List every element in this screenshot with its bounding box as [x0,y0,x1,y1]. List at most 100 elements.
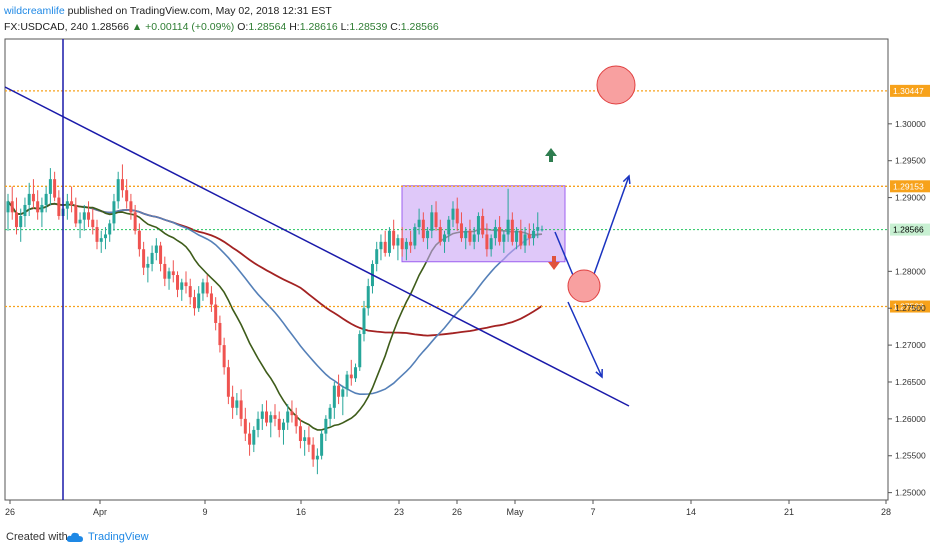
candle-body [481,216,485,235]
candle-body [273,415,277,419]
candle-body [417,219,421,228]
footer: Created with TradingView [0,524,932,550]
low-value: 1.28539 [349,21,388,33]
candle-body [120,179,124,191]
current-price-label: 1.28566 [893,225,924,235]
x-tick-label: May [506,507,524,517]
close-value: 1.28566 [400,21,439,33]
candle-body [532,230,536,239]
tradingview-brand: TradingView [88,531,149,543]
x-tick-label: 23 [394,507,404,517]
level-label-bg [890,300,930,313]
y-tick-label: 1.30000 [895,119,926,129]
candle-body [74,204,78,224]
candle-body [129,201,133,213]
axes: 26 Apr 9 16 23 26 May 7 14 21 28 1.30000 1.29500 1.29… [5,119,926,517]
candle-body [438,227,442,242]
candle-body [78,219,82,224]
candle-body [184,282,188,287]
level-label: 1.27523 [893,302,924,312]
candle-body [265,411,269,423]
candle-body [222,345,226,368]
candle-body [290,411,294,416]
close-label: C: [390,21,401,33]
candle-body [239,400,243,419]
candle-body [269,415,273,423]
candle-body [218,322,222,346]
candle-body [349,374,353,379]
arrow-up-target [587,175,630,292]
plot-frame [4,38,889,501]
x-tick-label: 26 [5,507,15,517]
candle-body [527,234,531,239]
author-link[interactable]: wildcreamlife [4,5,65,17]
candle-body [171,271,175,276]
candle-body [324,418,328,434]
candle-body [6,201,10,213]
x-tick-label: 21 [784,507,794,517]
high-label: H: [289,21,300,33]
candle-body [235,400,239,408]
candle-body [286,411,290,423]
candles [6,164,544,475]
candle-body [315,455,319,460]
candle-body [87,212,91,220]
candle-body [485,234,489,250]
level-label-bg [890,180,930,193]
candle-body [256,418,260,430]
candle-body [180,282,184,290]
red-down-arrow-icon [548,256,560,270]
candle-body [209,293,213,305]
candle-body [383,241,387,253]
candle-body [243,418,247,434]
y-tick-label: 1.26000 [895,414,926,424]
published-text: published on TradingView.com, May 02, 20… [67,5,332,17]
arrow-down-target-head [595,368,603,379]
candle-body [248,433,252,445]
candle-body [159,245,163,264]
level-label: 1.30447 [893,86,924,96]
open-label: O: [237,21,249,33]
x-tick-label: Apr [93,507,107,517]
candle-body [252,429,256,445]
candle-body [214,304,218,323]
candle-body [146,263,150,268]
candle-body [426,230,430,239]
candle-body [142,249,146,268]
high-value: 1.28616 [299,21,338,33]
candle-body [226,367,230,397]
candle-body [464,230,468,239]
candle-body [70,201,74,205]
created-with-text: Created with [6,531,68,543]
candle-body [502,234,506,242]
candle-body [294,415,298,427]
candle-body [409,241,413,246]
candle-body [434,212,438,228]
green-up-arrow-icon [545,148,557,162]
candle-body [332,385,336,408]
y-tick-label: 1.28000 [895,266,926,276]
candle-body [413,227,417,246]
ma-blue-line [7,200,543,395]
tradingview-logo[interactable]: TradingView [66,524,149,550]
candle-body [133,212,137,231]
candle-body [277,418,281,430]
candle-body [188,286,192,298]
up-arrow-icon: ▲ [131,21,143,33]
candle-body [493,227,497,239]
candle-body [10,201,14,213]
candle-body [99,238,103,242]
candle-body [197,293,201,309]
symbol-label: FX:USDCAD, 240 [4,21,89,33]
y-tick-label: 1.27000 [895,340,926,350]
y-tick-label: 1.29000 [895,193,926,203]
candle-body [379,241,383,250]
candle-body [95,227,99,242]
candle-body [400,238,404,250]
candle-body [298,426,302,441]
drawings [4,39,636,500]
x-tick-label: 26 [452,507,462,517]
candle-body [125,190,129,202]
candle-body [519,230,523,246]
